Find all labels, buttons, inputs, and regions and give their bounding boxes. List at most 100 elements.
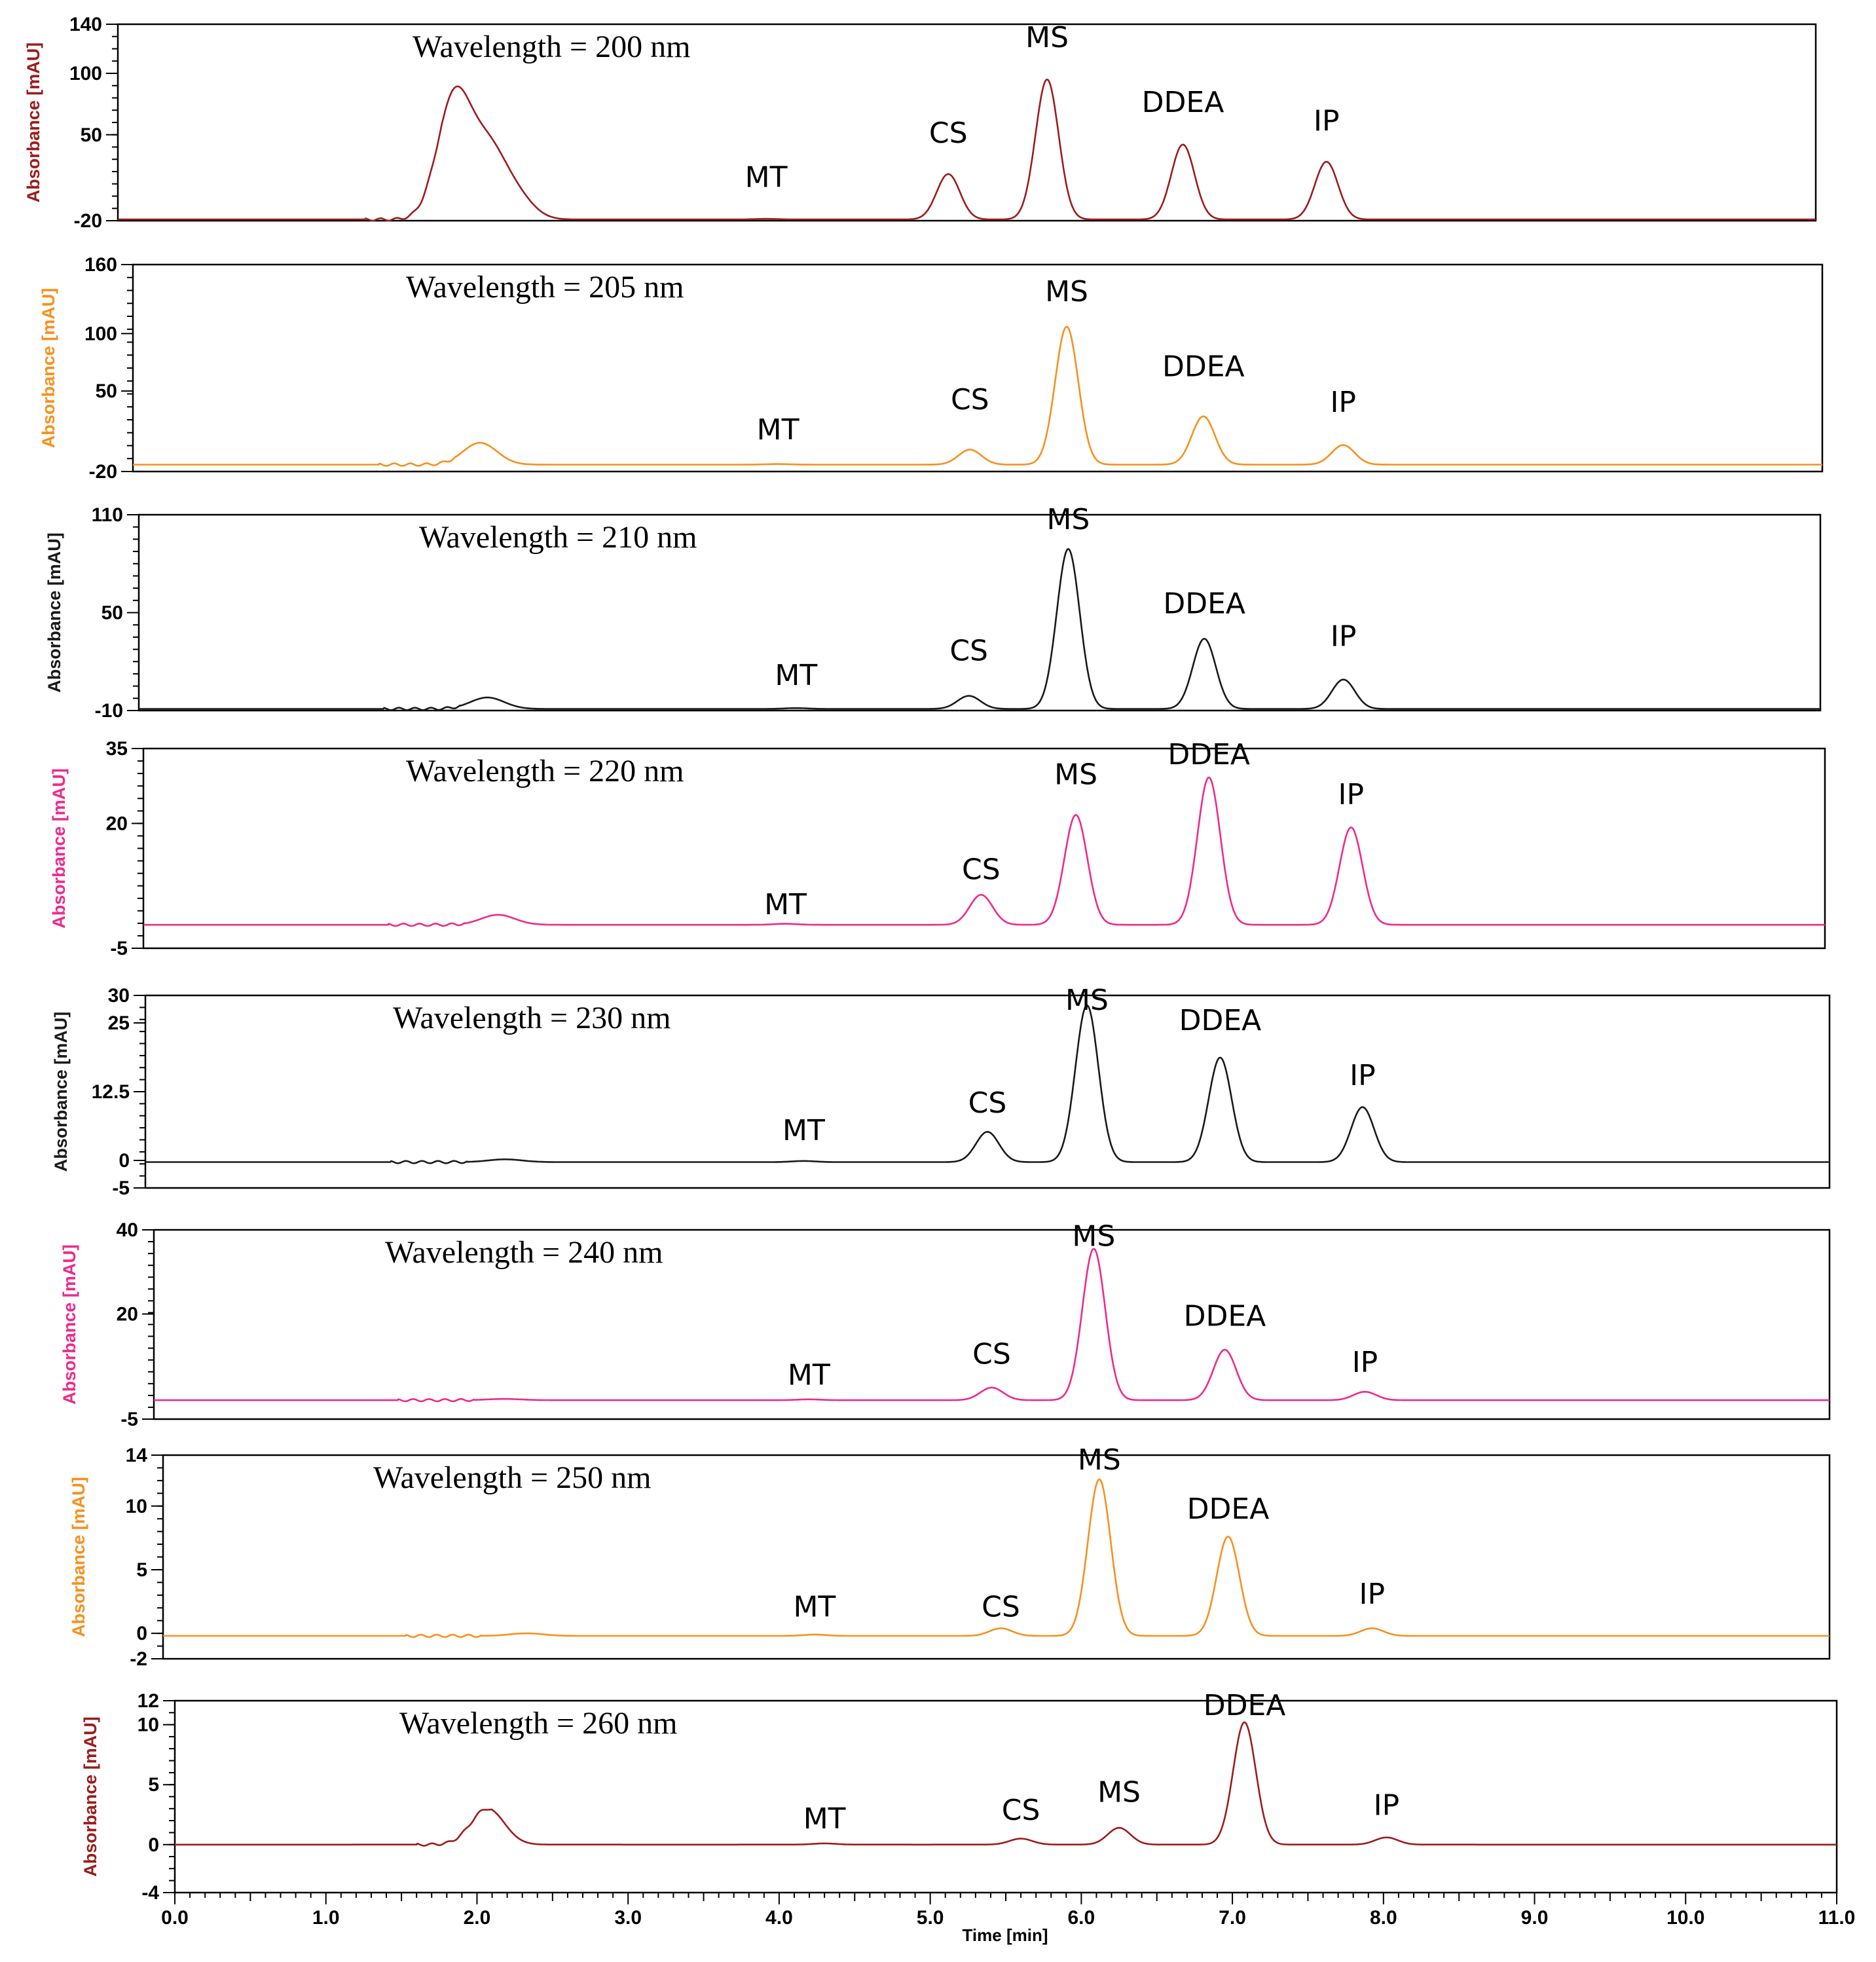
x-tick-label: 10.0 (1666, 1907, 1704, 1929)
panel-6: 40 20 -5 Absorbance [mAU] Wavelength = 240 n… (60, 1219, 1831, 1430)
y-tick-label: 14 (126, 1445, 148, 1466)
x-tick-label: 1.0 (312, 1907, 340, 1929)
peak-label-ddea: DDEA (1187, 1492, 1270, 1526)
x-tick-label: 6.0 (1068, 1907, 1095, 1929)
panel-1: 140 100 50 -20 Absorbance [mAU] Wavelength = … (24, 14, 1817, 232)
wavelength-title: Wavelength = 240 nm (385, 1235, 663, 1270)
y-tick-label: 0 (148, 1834, 159, 1856)
y-tick-label: 100 (69, 63, 102, 84)
plot-frame (138, 513, 1822, 712)
peak-label-cs: CS (962, 853, 1001, 887)
wavelength-title: Wavelength = 200 nm (413, 29, 690, 64)
y-tick-label: -2 (130, 1648, 147, 1670)
peak-label-ms: MS (1097, 1775, 1141, 1809)
peak-label-ip: IP (1359, 1578, 1386, 1611)
peak-label-mt: MT (745, 161, 788, 194)
panel-4: 35 20 -5 Absorbance [mAU] Wavelength = 220 n… (49, 738, 1826, 959)
wavelength-title: Wavelength = 260 nm (399, 1706, 677, 1741)
y-tick-label: 5 (148, 1774, 159, 1796)
peak-label-ms: MS (1045, 275, 1088, 308)
y-tick-label: 5 (136, 1559, 147, 1581)
peak-label-mt: MT (764, 888, 807, 921)
y-tick-label: -4 (141, 1882, 159, 1904)
peak-label-ddea: DDEA (1168, 738, 1250, 771)
peak-label-ip: IP (1352, 1346, 1378, 1379)
peak-label-ddea: DDEA (1184, 1300, 1266, 1333)
y-axis-label: Absorbance [mAU] (45, 532, 64, 693)
panel-2: 160 100 50 -20 Absorbance [mAU] Wavelength = … (39, 254, 1824, 483)
x-tick-label: 5.0 (917, 1907, 944, 1929)
peak-label-ddea: DDEA (1204, 1689, 1286, 1722)
peak-label-mt: MT (757, 413, 800, 447)
chromatogram-trace (162, 1478, 1830, 1638)
y-tick-label: 35 (106, 738, 128, 760)
x-tick-label: 7.0 (1219, 1907, 1246, 1929)
peak-label-ms: MS (1054, 758, 1097, 792)
peak-label-mt: MT (775, 659, 817, 692)
y-tick-label: -10 (95, 700, 123, 722)
y-tick-label: 0 (136, 1623, 147, 1644)
time-axis: 0.0 1.0 2.0 3.0 4.0 5.0 6.0 7.0 8.0 9.0 10.0 11.0 (161, 1893, 1855, 1929)
y-tick-label: -5 (112, 1177, 130, 1199)
wavelength-title: Wavelength = 210 nm (419, 520, 697, 555)
y-tick-label: -20 (74, 210, 102, 232)
peak-label-ip: IP (1331, 620, 1357, 653)
panel-3: 110 50 -10 Absorbance [mAU] Wavelength = 210… (45, 503, 1822, 722)
chromatogram-trace (145, 1004, 1830, 1164)
y-axis-label: Absorbance [mAU] (81, 1716, 100, 1877)
chromatogram-trace (132, 325, 1823, 467)
y-tick-label: 25 (108, 1012, 130, 1034)
wavelength-title: Wavelength = 220 nm (406, 754, 684, 788)
peak-label-ddea: DDEA (1162, 350, 1245, 383)
panel-7: 14 10 5 0 -2 Absorbance [mAU] Wavelength = 250… (69, 1443, 1831, 1670)
peak-label-ddea: DDEA (1142, 86, 1224, 119)
y-axis-label: Absorbance [mAU] (51, 1012, 71, 1172)
peak-label-cs: CS (982, 1590, 1020, 1623)
y-tick-label: 110 (92, 504, 123, 526)
peak-label-ip: IP (1314, 104, 1340, 138)
chromatogram-trace (153, 1248, 1830, 1403)
x-tick-label: 9.0 (1521, 1907, 1549, 1929)
x-tick-label: 8.0 (1370, 1907, 1397, 1929)
y-tick-label: 50 (96, 380, 117, 402)
wavelength-title: Wavelength = 230 nm (393, 1001, 671, 1035)
peak-label-ms: MS (1046, 503, 1090, 536)
peak-label-cs: CS (949, 635, 988, 668)
peak-label-cs: CS (972, 1337, 1011, 1371)
y-tick-label: 40 (117, 1219, 138, 1241)
peak-label-ip: IP (1338, 778, 1365, 811)
y-tick-label: 20 (106, 813, 128, 834)
y-tick-label: 10 (126, 1496, 147, 1517)
chromatogram-trace (117, 79, 1816, 222)
peak-label-mt: MT (803, 1802, 846, 1836)
peak-label-ms: MS (1078, 1443, 1121, 1477)
y-tick-label: 50 (81, 124, 102, 146)
y-tick-label: 140 (69, 14, 102, 35)
y-tick-label: 50 (101, 602, 123, 624)
plot-frame (142, 747, 1826, 950)
peak-label-ip: IP (1374, 1789, 1400, 1823)
x-tick-label: 2.0 (464, 1907, 491, 1929)
peak-label-cs: CS (968, 1086, 1007, 1120)
y-axis-label: Absorbance [mAU] (24, 43, 43, 203)
peak-label-mt: MT (788, 1358, 830, 1392)
y-tick-label: -5 (120, 1409, 138, 1430)
chromatogram-trace (138, 547, 1821, 711)
x-tick-label: 0.0 (161, 1907, 189, 1929)
y-axis-label: Absorbance [mAU] (39, 288, 58, 449)
wavelength-title: Wavelength = 250 nm (373, 1460, 651, 1495)
peak-label-ddea: DDEA (1163, 587, 1245, 620)
y-axis-label: Absorbance [mAU] (49, 768, 69, 929)
peak-label-ms: MS (1072, 1220, 1115, 1253)
y-axis-label: Absorbance [mAU] (60, 1244, 79, 1405)
peak-label-ddea: DDEA (1179, 1004, 1262, 1037)
y-tick-label: 10 (138, 1714, 159, 1736)
peak-label-mt: MT (782, 1114, 825, 1147)
panel-5: 30 25 12.5 0 -5 Absorbance [mAU] Wavelength = … (51, 984, 1831, 1199)
y-tick-label: 0 (119, 1150, 130, 1172)
x-tick-label: 3.0 (614, 1907, 642, 1929)
y-tick-label: 30 (108, 985, 130, 1007)
